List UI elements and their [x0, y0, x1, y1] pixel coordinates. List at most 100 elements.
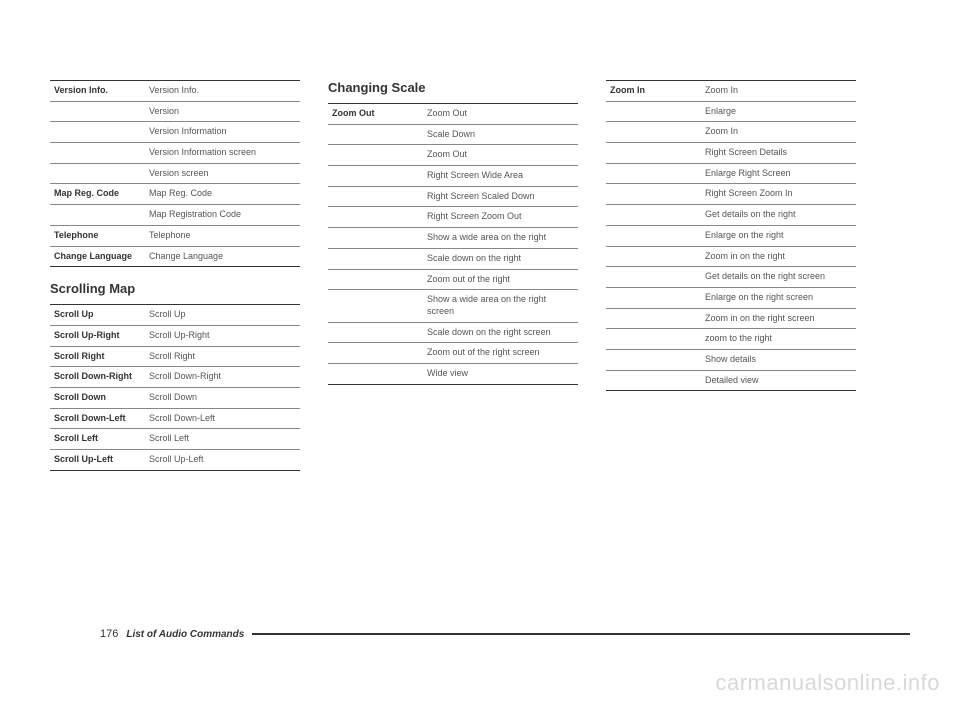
row-value: Scroll Up: [145, 305, 300, 326]
page-content: Version Info.Version Info.VersionVersion…: [0, 0, 960, 511]
table-row: Version Info.Version Info.: [50, 81, 300, 102]
row-label: Telephone: [50, 225, 145, 246]
table-row: Show details: [606, 349, 856, 370]
row-label: Change Language: [50, 246, 145, 267]
page-footer: 176 List of Audio Commands: [100, 628, 910, 640]
zoom-in-table: Zoom InZoom InEnlargeZoom In Right Screen…: [606, 80, 856, 391]
table-row: Right Screen Scaled Down: [328, 186, 578, 207]
row-label: [328, 363, 423, 384]
row-value: Telephone: [145, 225, 300, 246]
scrolling-map-table: Scroll UpScroll UpScroll Up-RightScroll …: [50, 304, 300, 471]
row-value: Version Information: [145, 122, 300, 143]
column-3: Zoom InZoom InEnlargeZoom In Right Screen…: [606, 80, 856, 471]
section-title-scrolling-map: Scrolling Map: [50, 281, 300, 296]
row-value: Map Registration Code: [145, 205, 300, 226]
table-row: Scroll UpScroll Up: [50, 305, 300, 326]
row-value: Right Screen Zoom In: [701, 184, 856, 205]
table-row: Right Screen Wide Area: [328, 166, 578, 187]
row-label: [328, 186, 423, 207]
row-label: [50, 122, 145, 143]
row-label: [606, 143, 701, 164]
row-value: zoom to the right: [701, 329, 856, 350]
table-row: Zoom in on the right screen: [606, 308, 856, 329]
version-table: Version Info.Version Info.VersionVersion…: [50, 80, 300, 267]
table-row: Show a wide area on the right screen: [328, 290, 578, 322]
row-label: [606, 122, 701, 143]
row-label: [328, 290, 423, 322]
watermark-text: carmanualsonline.info: [715, 670, 940, 696]
row-label: [606, 287, 701, 308]
row-value: Scroll Right: [145, 346, 300, 367]
table-body: Zoom InZoom InEnlargeZoom In Right Screen…: [606, 81, 856, 391]
table-row: Enlarge: [606, 101, 856, 122]
row-label: [606, 163, 701, 184]
table-row: Version screen: [50, 163, 300, 184]
row-value: Scale down on the right screen: [423, 322, 578, 343]
row-label: [328, 166, 423, 187]
table-row: Detailed view: [606, 370, 856, 391]
row-value: Scale Down: [423, 124, 578, 145]
table-row: Scale Down: [328, 124, 578, 145]
row-value: Zoom Out: [423, 145, 578, 166]
table-row: Scroll Up-LeftScroll Up-Left: [50, 450, 300, 471]
table-body: Zoom OutZoom OutScale DownZoom OutRight …: [328, 104, 578, 385]
row-value: Scale down on the right: [423, 248, 578, 269]
row-label: [606, 225, 701, 246]
table-row: Zoom In: [606, 122, 856, 143]
table-row: Enlarge Right Screen: [606, 163, 856, 184]
row-label: [328, 145, 423, 166]
table-row: Zoom in on the right: [606, 246, 856, 267]
column-1: Version Info.Version Info.VersionVersion…: [50, 80, 300, 471]
row-value: Scroll Down-Left: [145, 408, 300, 429]
zoom-out-table: Zoom OutZoom OutScale DownZoom OutRight …: [328, 103, 578, 385]
table-row: Zoom out of the right screen: [328, 343, 578, 364]
table-row: Zoom InZoom In: [606, 81, 856, 102]
row-label: [606, 205, 701, 226]
row-value: Version: [145, 101, 300, 122]
row-value: Zoom In: [701, 122, 856, 143]
row-label: Scroll Up: [50, 305, 145, 326]
row-label: Scroll Down-Left: [50, 408, 145, 429]
row-label: [606, 349, 701, 370]
table-row: Scroll LeftScroll Left: [50, 429, 300, 450]
row-value: Zoom In: [701, 81, 856, 102]
table-row: Scale down on the right screen: [328, 322, 578, 343]
footer-line: [252, 633, 910, 635]
table-row: Map Registration Code: [50, 205, 300, 226]
table-row: Version: [50, 101, 300, 122]
table-body: Version Info.Version Info.VersionVersion…: [50, 81, 300, 267]
row-value: Detailed view: [701, 370, 856, 391]
row-label: Scroll Down-Right: [50, 367, 145, 388]
table-row: Map Reg. CodeMap Reg. Code: [50, 184, 300, 205]
row-value: Zoom Out: [423, 104, 578, 125]
row-label: [328, 322, 423, 343]
row-value: Scroll Left: [145, 429, 300, 450]
row-label: [50, 163, 145, 184]
row-label: Scroll Up-Left: [50, 450, 145, 471]
row-label: [328, 207, 423, 228]
row-value: Zoom out of the right: [423, 269, 578, 290]
row-value: Show details: [701, 349, 856, 370]
table-row: Enlarge on the right: [606, 225, 856, 246]
table-row: Version Information: [50, 122, 300, 143]
table-row: Get details on the right: [606, 205, 856, 226]
table-row: Zoom Out: [328, 145, 578, 166]
row-value: Zoom out of the right screen: [423, 343, 578, 364]
row-label: [328, 124, 423, 145]
row-value: Version Info.: [145, 81, 300, 102]
page-number: 176: [100, 628, 118, 640]
row-label: [328, 228, 423, 249]
row-label: [606, 246, 701, 267]
row-value: Version screen: [145, 163, 300, 184]
table-row: TelephoneTelephone: [50, 225, 300, 246]
row-label: Version Info.: [50, 81, 145, 102]
row-label: Scroll Down: [50, 387, 145, 408]
row-value: Enlarge Right Screen: [701, 163, 856, 184]
table-row: zoom to the right: [606, 329, 856, 350]
table-row: Scale down on the right: [328, 248, 578, 269]
row-value: Version Information screen: [145, 143, 300, 164]
table-row: Scroll RightScroll Right: [50, 346, 300, 367]
row-label: [50, 143, 145, 164]
row-value: Show a wide area on the right: [423, 228, 578, 249]
row-label: [606, 184, 701, 205]
